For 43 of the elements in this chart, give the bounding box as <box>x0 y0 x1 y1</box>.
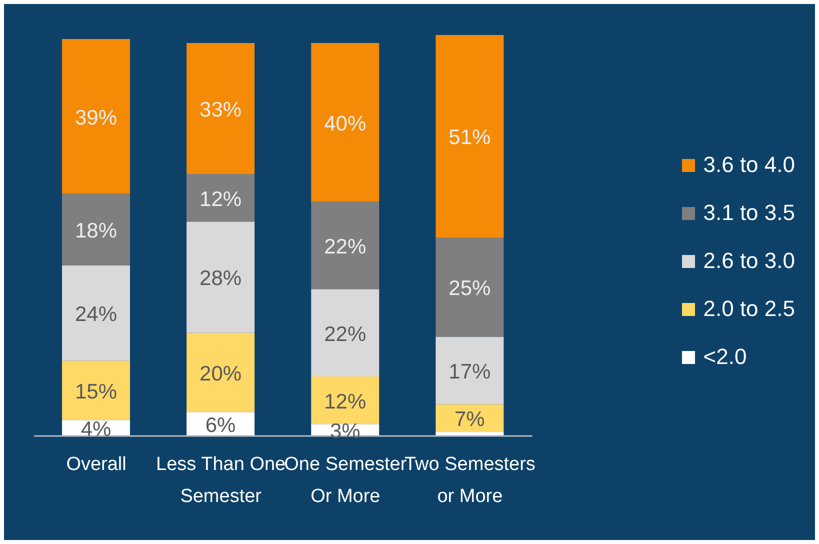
data-label: 25% <box>448 277 491 300</box>
bar <box>436 404 504 432</box>
bar <box>186 174 255 222</box>
data-label: 4% <box>80 418 112 442</box>
bar <box>62 265 130 361</box>
legend-label: 2.6 to 3.0 <box>703 248 795 274</box>
bar <box>311 289 380 376</box>
bar <box>186 42 255 174</box>
data-label: 12% <box>324 390 366 414</box>
x-tick-label: One Semester Or More <box>284 454 408 507</box>
bar <box>311 42 380 202</box>
legend-label: 3.6 to 4.0 <box>703 152 795 178</box>
data-label: 24% <box>74 302 118 326</box>
bar <box>311 376 380 424</box>
data-label: 12% <box>200 188 242 211</box>
x-tick-label: Overall <box>66 454 126 475</box>
data-label: 17% <box>448 360 491 384</box>
bar <box>186 222 255 333</box>
data-label: 15% <box>74 380 118 404</box>
legend-label: <2.0 <box>703 344 747 370</box>
legend-label: 3.1 to 3.5 <box>703 200 795 226</box>
data-label: 33% <box>200 98 242 122</box>
data-label: 7% <box>454 408 485 432</box>
data-label: 22% <box>324 235 366 258</box>
data-label: 39% <box>74 106 118 130</box>
data-label: 28% <box>200 267 242 290</box>
bar <box>62 194 130 266</box>
data-label: 18% <box>74 220 118 243</box>
bar <box>62 38 130 194</box>
bar <box>186 332 255 412</box>
bar <box>62 360 130 420</box>
x-tick-label: Less Than One Semester <box>156 454 286 507</box>
bar <box>436 237 504 337</box>
data-label: 51% <box>448 126 491 150</box>
legend-label: 2.0 to 2.5 <box>703 296 795 322</box>
data-label: 22% <box>324 322 366 346</box>
data-label: 40% <box>324 112 366 136</box>
data-label: 20% <box>200 362 242 386</box>
bar <box>436 336 504 404</box>
bar <box>311 202 380 290</box>
data-label: 6% <box>205 414 236 438</box>
bar <box>436 35 504 238</box>
x-tick-label: Two Semesters or More <box>404 454 536 507</box>
